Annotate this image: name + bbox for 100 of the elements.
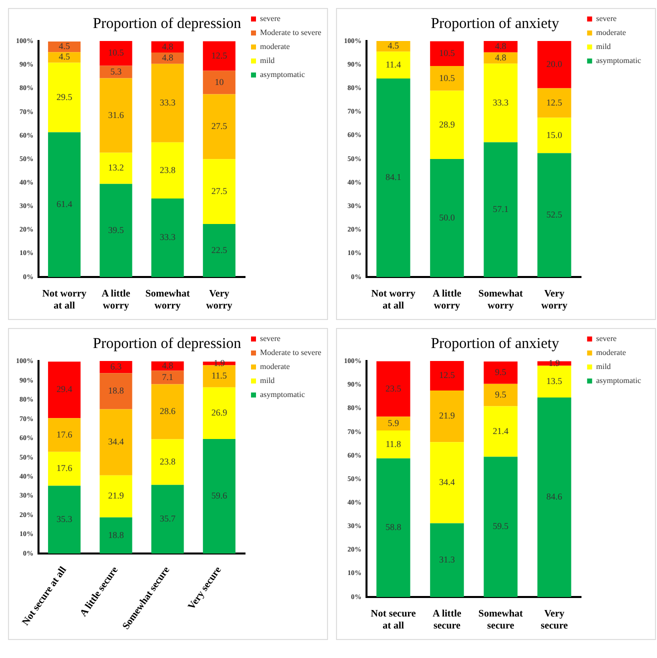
legend-label: moderate <box>260 42 290 52</box>
x-tick-label: Not worry at all <box>42 288 86 312</box>
data-label: 34.4 <box>439 477 456 488</box>
legend-label: severe <box>596 334 617 344</box>
data-label: 27.5 <box>211 121 228 132</box>
bar <box>48 52 81 63</box>
legend-label: asymptomatic <box>596 376 642 386</box>
data-label: 20.0 <box>546 58 563 69</box>
data-label: 11.4 <box>386 59 402 70</box>
bar <box>48 362 81 418</box>
bar <box>376 458 410 597</box>
x-tick-label: A little secure <box>432 608 462 632</box>
x-tick-label: A little worry <box>432 288 462 312</box>
data-label: 10 <box>214 76 224 87</box>
bar <box>537 41 572 88</box>
bar <box>484 406 518 457</box>
data-label: 34.4 <box>108 436 124 447</box>
data-label: 21.9 <box>439 410 456 421</box>
legend-label: severe <box>260 334 281 344</box>
data-label: 13.5 <box>546 376 563 386</box>
bar <box>100 373 132 410</box>
data-label: 15.0 <box>546 130 563 140</box>
bar <box>430 159 464 277</box>
bar <box>484 361 518 384</box>
data-label: 21.4 <box>492 426 510 436</box>
data-label: 17.6 <box>56 463 73 474</box>
data-label: 12.5 <box>439 370 456 380</box>
data-label: 29.5 <box>56 92 73 102</box>
data-label: 35.7 <box>160 514 176 524</box>
data-label: 4.5 <box>58 41 70 52</box>
bar <box>202 365 236 388</box>
bar <box>100 517 132 554</box>
x-tick-label: Somewhat secure <box>478 608 524 632</box>
data-label: 5.3 <box>110 66 122 76</box>
data-label: 58.8 <box>385 522 402 532</box>
x-tick-label: Not secure at all <box>370 608 416 632</box>
legend-label: Moderate to severe <box>260 348 322 358</box>
data-label: 18.8 <box>108 386 124 396</box>
bar <box>151 439 184 485</box>
legend-label: moderate <box>596 348 626 358</box>
bar <box>484 142 518 277</box>
data-label: 4.5 <box>388 40 400 51</box>
data-label: 26.9 <box>211 408 228 418</box>
bar <box>537 88 572 118</box>
bar <box>430 90 464 159</box>
bar <box>430 442 464 524</box>
data-label: 4.8 <box>495 41 507 52</box>
bar <box>430 390 464 442</box>
data-label: 27.5 <box>211 186 228 196</box>
bar <box>48 452 81 486</box>
data-label: 10.5 <box>439 48 456 58</box>
bar <box>430 66 464 91</box>
legend-label: asymptomatic <box>260 390 306 400</box>
data-label: 33.3 <box>160 232 176 242</box>
x-tick-label: A little worry <box>102 288 131 312</box>
x-tick-label: Very secure <box>540 608 568 632</box>
data-label: 10.5 <box>439 72 456 83</box>
bar <box>151 142 184 198</box>
data-label: 28.9 <box>439 119 456 130</box>
bar <box>151 384 184 440</box>
x-tick-label: Somewhat worry <box>478 288 524 312</box>
legend-label: mild <box>596 362 611 372</box>
bar <box>430 41 464 66</box>
bar <box>151 41 184 53</box>
data-label: 59.6 <box>211 490 228 501</box>
bar <box>430 523 464 597</box>
bar <box>48 418 81 452</box>
data-label: 84.6 <box>546 492 563 502</box>
data-label: 4.8 <box>495 52 507 62</box>
bar <box>100 78 132 153</box>
bar <box>376 52 410 79</box>
bar <box>100 361 132 374</box>
bar <box>48 132 81 277</box>
bar <box>202 439 236 554</box>
data-label: 21.9 <box>108 490 124 501</box>
data-label: 4.8 <box>162 52 174 63</box>
bar <box>537 153 572 277</box>
legend-label: asymptomatic <box>596 56 642 66</box>
bar <box>202 387 236 440</box>
chart-title: Proportion of anxiety <box>430 336 560 352</box>
bar <box>376 430 410 458</box>
bar <box>100 409 132 476</box>
bar <box>537 118 572 154</box>
bar <box>202 94 236 160</box>
data-label: 28.6 <box>160 406 176 416</box>
bar <box>151 198 184 277</box>
legend-label: mild <box>260 376 275 386</box>
data-label: 4.8 <box>162 41 174 52</box>
legend-label: moderate <box>596 28 626 38</box>
data-label: 13.2 <box>108 162 124 173</box>
data-label: 5.9 <box>388 418 400 428</box>
bar <box>100 152 132 184</box>
data-label: 31.6 <box>108 110 124 120</box>
bar <box>151 484 184 554</box>
bar <box>100 184 132 277</box>
data-label: 11.5 <box>211 370 228 381</box>
data-label: 50.0 <box>439 212 456 222</box>
bar <box>151 64 184 142</box>
data-label: 4.5 <box>58 52 70 62</box>
data-label: 33.3 <box>492 97 510 108</box>
